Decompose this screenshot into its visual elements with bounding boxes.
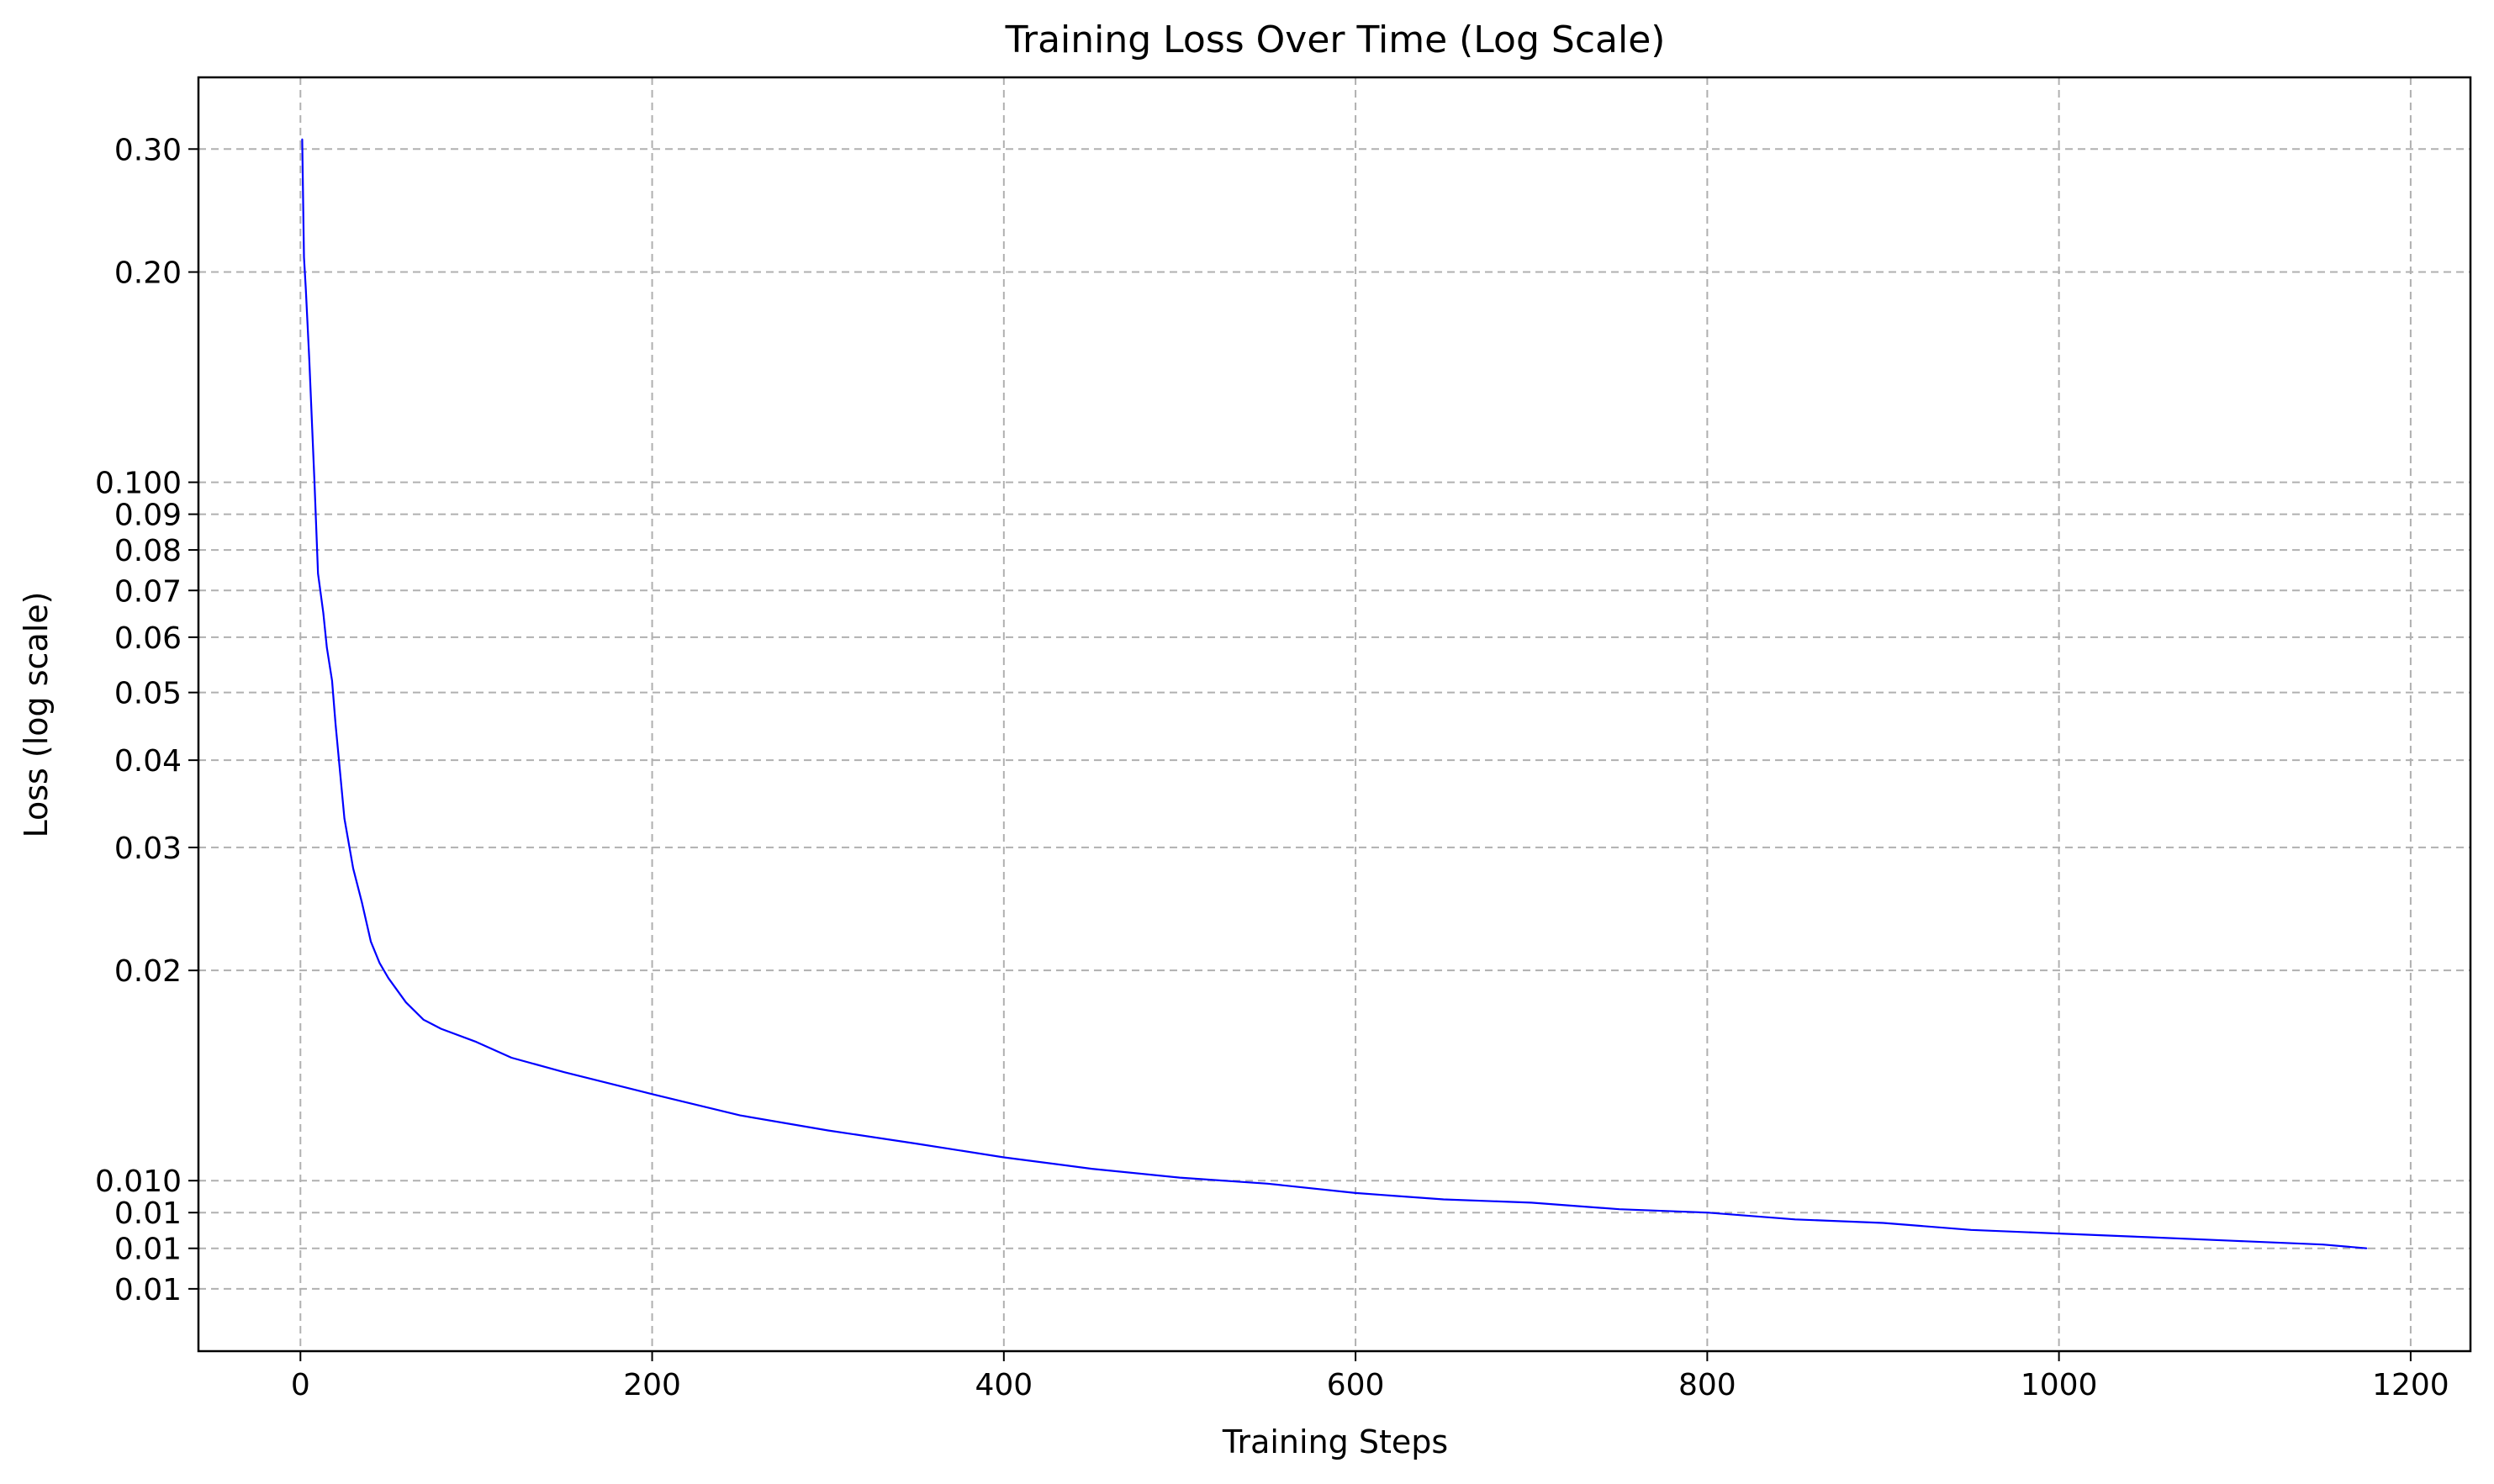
loss-data-point: [322, 612, 325, 614]
y-tick-label: 0.01: [114, 1273, 182, 1307]
loss-data-point: [422, 1019, 425, 1021]
loss-data-point: [325, 647, 328, 648]
loss-data-point: [1618, 1208, 1620, 1211]
loss-data-point: [739, 1114, 741, 1117]
x-tick-label: 600: [1327, 1368, 1385, 1402]
chart-title: Training Loss Over Time (Log Scale): [1005, 18, 1666, 61]
loss-data-point: [308, 358, 310, 361]
x-tick-label: 200: [623, 1368, 681, 1402]
loss-data-point: [1970, 1229, 1972, 1231]
y-tick-label: 0.30: [114, 133, 182, 167]
loss-data-point: [335, 723, 336, 726]
y-tick-label: 0.05: [114, 677, 182, 711]
loss-data-point: [2058, 1233, 2060, 1234]
y-tick-label: 0.100: [95, 467, 182, 501]
x-tick-label: 1000: [2021, 1368, 2098, 1402]
loss-data-point: [440, 1027, 442, 1030]
x-tick-label: 400: [975, 1368, 1033, 1402]
x-tick-label: 1200: [2372, 1368, 2449, 1402]
y-tick-label: 0.010: [95, 1164, 182, 1199]
loss-data-point: [2322, 1244, 2324, 1246]
y-tick-label: 0.20: [114, 256, 182, 291]
loss-data-point: [1794, 1218, 1796, 1221]
loss-data-point: [301, 138, 304, 140]
loss-data-point: [2146, 1236, 2148, 1238]
loss-series-line: [301, 139, 2367, 1249]
loss-data-point: [475, 1041, 478, 1043]
y-tick-label: 0.08: [114, 534, 182, 568]
axis-ticks: 0 200 400 600 800 1000 12000.300.200.1000.090.…: [95, 133, 2449, 1402]
loss-data-point: [915, 1143, 917, 1144]
loss-data-point: [370, 940, 372, 943]
plot-area-frame: [197, 76, 2472, 1353]
loss-data-point: [378, 962, 381, 964]
loss-data-point: [651, 1093, 653, 1096]
loss-data-point: [1179, 1176, 1181, 1179]
loss-data-point: [343, 817, 346, 820]
grid: [198, 77, 2470, 1351]
loss-data-point: [510, 1057, 513, 1059]
loss-data-point: [303, 256, 305, 258]
y-tick-label: 0.02: [114, 954, 182, 989]
y-tick-label: 0.01: [114, 1233, 182, 1267]
y-tick-label: 0.03: [114, 832, 182, 866]
loss-data-point: [827, 1129, 829, 1132]
loss-data-point: [1266, 1183, 1269, 1185]
x-tick-label: 800: [1678, 1368, 1736, 1402]
y-axis-label: Loss (log scale): [18, 592, 55, 838]
loss-data-point: [1530, 1201, 1533, 1204]
y-tick-label: 0.01: [114, 1196, 182, 1231]
loss-data-point: [331, 679, 333, 682]
loss-data-point: [317, 573, 320, 575]
y-tick-label: 0.04: [114, 744, 182, 779]
loss-data-point: [563, 1071, 565, 1073]
loss-data-point: [1706, 1212, 1709, 1214]
loss-data-point: [388, 977, 389, 980]
loss-data-point: [1091, 1168, 1093, 1170]
series-layer: [301, 138, 2368, 1249]
loss-data-point: [314, 481, 315, 483]
y-tick-label: 0.09: [114, 499, 182, 533]
loss-data-point: [1882, 1222, 1884, 1224]
loss-data-point: [2233, 1240, 2236, 1242]
loss-data-point: [2365, 1247, 2368, 1249]
loss-data-point: [404, 1001, 407, 1003]
x-axis-label: Training Steps: [1222, 1423, 1448, 1460]
loss-data-point: [304, 287, 307, 288]
y-tick-label: 0.06: [114, 621, 182, 656]
y-tick-label: 0.07: [114, 574, 182, 609]
loss-data-point: [1442, 1198, 1445, 1201]
loss-data-point: [352, 867, 354, 869]
x-tick-label: 0: [291, 1368, 310, 1402]
loss-data-point: [361, 901, 363, 904]
loss-data-point: [1355, 1192, 1356, 1194]
loss-data-point: [1003, 1156, 1005, 1159]
